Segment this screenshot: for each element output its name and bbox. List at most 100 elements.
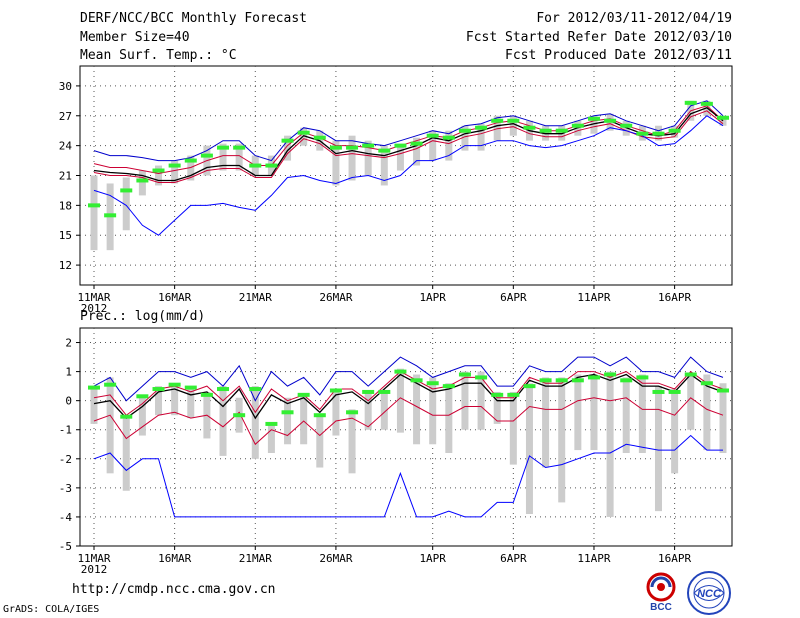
x-tick-label: 21MAR	[239, 291, 272, 304]
x-tick-label: 11APR	[577, 552, 610, 565]
x-tick-label: 26MAR	[319, 552, 352, 565]
box	[300, 127, 308, 146]
box	[316, 415, 324, 468]
box	[445, 130, 453, 161]
box	[187, 386, 195, 419]
series-line-min	[93, 115, 724, 236]
x-tick-label: 11MAR	[77, 552, 110, 565]
bcc-logo-text: BCC	[650, 602, 672, 612]
box	[638, 374, 646, 453]
year-label: 2012	[81, 302, 108, 315]
x-tick-label: 11MAR	[77, 291, 110, 304]
box	[219, 143, 227, 171]
median-marker	[571, 378, 584, 383]
box	[332, 389, 340, 436]
series-line-mean	[93, 107, 724, 182]
box	[219, 386, 227, 456]
median-marker	[394, 143, 407, 148]
median-marker	[587, 116, 600, 121]
box	[461, 125, 469, 151]
ncc-logo: NCC	[687, 571, 731, 615]
median-marker	[668, 389, 681, 394]
box	[235, 143, 243, 171]
series-line-lower	[93, 110, 724, 183]
y-tick-label: -1	[59, 424, 72, 437]
box	[606, 371, 614, 517]
source-url[interactable]: http://cmdp.ncc.cma.gov.cn	[72, 582, 276, 597]
median-marker	[571, 123, 584, 128]
median-marker	[249, 387, 262, 392]
box	[509, 391, 517, 465]
box	[380, 145, 388, 186]
median-marker	[313, 135, 326, 140]
median-marker	[200, 392, 213, 397]
median-marker	[297, 392, 310, 397]
box	[461, 371, 469, 430]
median-marker	[426, 133, 439, 138]
box	[477, 123, 485, 151]
box	[590, 115, 598, 134]
box	[267, 423, 275, 453]
median-marker	[346, 410, 359, 415]
median-marker	[442, 384, 455, 389]
box	[509, 115, 517, 136]
x-tick-label: 16MAR	[158, 552, 191, 565]
box	[171, 383, 179, 416]
median-marker	[604, 118, 617, 123]
chart-title: DERF/NCC/BCC Monthly Forecast	[80, 11, 307, 26]
median-marker	[636, 375, 649, 380]
median-marker	[120, 414, 133, 419]
y-tick-label: 15	[59, 229, 72, 242]
ncc-logo-text: NCC	[697, 588, 722, 600]
series-line-max	[93, 100, 724, 162]
median-marker	[217, 387, 230, 392]
median-marker	[378, 389, 391, 394]
median-marker	[700, 101, 713, 106]
box	[703, 374, 711, 451]
median-marker	[136, 394, 149, 399]
median-marker	[442, 135, 455, 140]
year-label: 2012	[81, 563, 108, 576]
median-marker	[717, 388, 729, 393]
box	[574, 374, 582, 451]
produced-date: Fcst Produced Date 2012/03/11	[505, 48, 732, 63]
median-marker	[555, 128, 568, 133]
median-marker	[458, 128, 471, 133]
median-marker	[587, 375, 600, 380]
median-marker	[636, 131, 649, 136]
median-marker	[620, 123, 633, 128]
median-marker	[362, 143, 375, 148]
median-marker	[475, 375, 488, 380]
box	[251, 386, 259, 459]
median-marker	[652, 389, 665, 394]
box	[429, 377, 437, 445]
median-marker	[652, 131, 665, 136]
box	[445, 383, 453, 453]
box	[155, 386, 163, 416]
x-tick-label: 1APR	[419, 291, 446, 304]
median-marker	[152, 387, 165, 392]
median-marker	[620, 378, 633, 383]
series-line-mean	[93, 373, 724, 420]
box	[493, 391, 501, 424]
box	[364, 140, 372, 176]
x-tick-label: 16APR	[658, 291, 691, 304]
median-marker	[378, 148, 391, 153]
panel-title: Prec.: log(mm/d)	[80, 309, 205, 324]
y-tick-label: 12	[59, 259, 72, 272]
box	[348, 135, 356, 181]
y-tick-label: 18	[59, 199, 72, 212]
median-marker	[491, 118, 504, 123]
median-marker	[458, 372, 471, 377]
median-marker	[329, 145, 342, 150]
box	[477, 371, 485, 430]
box	[171, 160, 179, 184]
x-tick-label: 6APR	[500, 552, 527, 565]
median-marker	[717, 115, 729, 120]
box	[542, 377, 550, 468]
median-marker	[475, 125, 488, 130]
series-line-upper	[93, 105, 724, 175]
